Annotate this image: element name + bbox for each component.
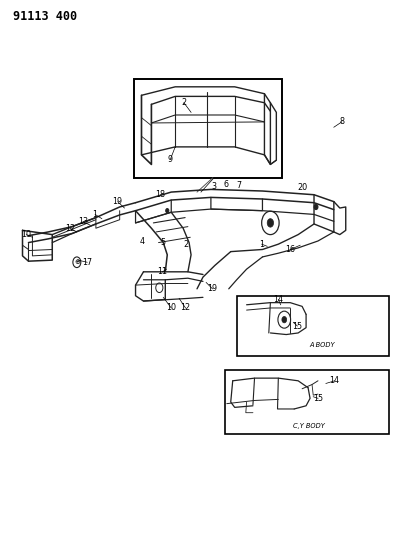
Text: 17: 17 [82,258,92,266]
Text: 13: 13 [78,217,88,227]
Text: 18: 18 [155,190,165,199]
Text: C,Y BODY: C,Y BODY [293,423,325,429]
Text: 15: 15 [292,321,302,330]
Text: 91113 400: 91113 400 [13,10,77,23]
Text: 15: 15 [313,394,323,403]
Text: 14: 14 [330,376,339,385]
Text: 19: 19 [113,197,123,206]
Text: 2: 2 [183,240,188,249]
Bar [134,79,282,177]
Circle shape [314,204,318,209]
Text: 19: 19 [207,284,218,293]
Bar [225,370,389,434]
Text: 20: 20 [298,183,308,192]
Text: 14: 14 [273,295,283,304]
Text: 9: 9 [168,155,173,164]
Text: A BODY: A BODY [309,342,335,348]
Text: 8: 8 [339,117,344,126]
Text: 1: 1 [259,240,264,249]
Text: 3: 3 [212,182,217,191]
Circle shape [282,317,287,323]
Circle shape [166,208,169,213]
Circle shape [267,219,273,227]
Text: 16: 16 [285,245,295,254]
Text: 12: 12 [180,303,191,312]
Text: 5: 5 [160,238,165,247]
Text: 12: 12 [65,224,75,233]
Text: 7: 7 [236,181,241,190]
Text: ⊕: ⊕ [74,259,80,265]
Bar [237,296,389,356]
Text: 10: 10 [21,230,31,239]
Text: 6: 6 [223,180,228,189]
Text: 4: 4 [139,237,144,246]
Text: 2: 2 [181,98,187,107]
Text: 1: 1 [93,210,98,219]
Text: 10: 10 [166,303,176,312]
Text: 11: 11 [158,268,168,276]
